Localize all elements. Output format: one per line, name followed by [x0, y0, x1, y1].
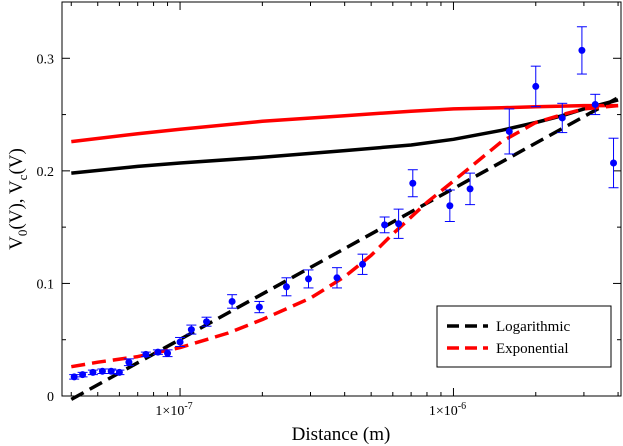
legend: Logarithmic Exponential: [436, 305, 612, 368]
data-point: [164, 349, 172, 357]
data-point: [466, 185, 474, 193]
data-point-group: [123, 358, 134, 367]
plot-frame: [61, 1, 622, 397]
data-point: [578, 46, 586, 54]
curve-v0-solid-black: [71, 98, 619, 175]
data-point: [409, 179, 417, 187]
data-point: [395, 220, 403, 228]
x-axis-label: Distance (m): [292, 424, 391, 445]
data-point: [532, 82, 540, 90]
data-point: [446, 202, 454, 210]
solid-curves: [71, 98, 619, 175]
data-point-group: [69, 373, 80, 381]
data-point-group: [140, 350, 151, 358]
ticks-group: [62, 1, 621, 397]
curve-vc-solid-red: [71, 103, 619, 144]
data-point: [142, 350, 150, 358]
data-point-group: [504, 108, 515, 155]
data-point-group: [590, 93, 601, 116]
data-point-group: [407, 169, 418, 198]
data-point-group: [114, 368, 125, 376]
data-point: [107, 367, 115, 375]
legend-label-exponential: Exponential: [496, 341, 568, 357]
data-point-group: [77, 371, 88, 379]
data-point: [79, 371, 87, 379]
data-point: [610, 159, 618, 167]
data-point-group: [557, 102, 568, 134]
legend-label-logarithmic: Logarithmic: [496, 319, 570, 335]
data-point: [381, 221, 389, 229]
data-point: [203, 318, 211, 326]
y-tick-label: 0.3: [37, 52, 55, 67]
y-tick-labels: 0 0.1 0.2 0.3: [37, 52, 55, 405]
data-point-group: [331, 267, 342, 289]
data-point-group: [393, 208, 404, 239]
data-point: [115, 368, 123, 376]
data-point-group: [281, 277, 292, 297]
data-point: [333, 274, 341, 282]
y-tick-label: 0: [47, 390, 54, 405]
data-point-group: [357, 253, 368, 275]
data-point: [305, 275, 313, 283]
data-point: [154, 348, 162, 356]
data-point: [255, 303, 263, 311]
data-point: [187, 326, 195, 334]
data-point-group: [379, 216, 390, 234]
data-point-group: [608, 137, 619, 189]
data-point: [591, 100, 599, 108]
data-point-group: [97, 367, 108, 375]
y-tick-label: 0.1: [37, 277, 55, 292]
data-point: [228, 297, 236, 305]
data-point-group: [530, 65, 541, 108]
data-point-group: [201, 316, 212, 327]
data-point: [98, 367, 106, 375]
data-point: [89, 368, 97, 376]
data-point-group: [465, 172, 476, 206]
data-point: [176, 338, 184, 346]
data-point-group: [175, 336, 186, 347]
data-point-group: [162, 349, 173, 358]
data-point-group: [444, 189, 455, 223]
data-point-group: [576, 26, 587, 75]
data-point: [125, 358, 133, 366]
data-points: [69, 26, 619, 381]
x-tick-labels: 1×10-7 1×10-6: [155, 401, 466, 419]
data-point: [70, 373, 78, 381]
y-tick-label: 0.2: [37, 165, 55, 180]
data-point: [558, 114, 566, 122]
data-point-group: [254, 300, 265, 314]
data-point: [505, 127, 513, 135]
y-axis-label: V0(V), Vc(V): [6, 148, 30, 250]
data-point-group: [227, 294, 238, 309]
x-tick-label: 1×10-6: [429, 401, 466, 419]
data-point-group: [303, 269, 314, 289]
data-point: [359, 260, 367, 268]
data-point-group: [87, 368, 98, 376]
x-tick-label: 1×10-7: [155, 401, 192, 419]
legend-box: [436, 305, 612, 368]
data-point-group: [186, 324, 197, 335]
data-point-group: [106, 367, 117, 375]
data-point: [282, 283, 290, 291]
data-point-group: [152, 348, 163, 356]
